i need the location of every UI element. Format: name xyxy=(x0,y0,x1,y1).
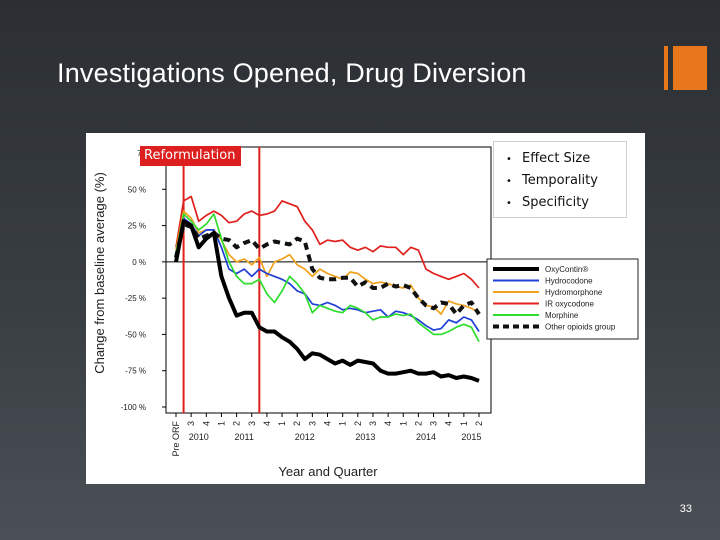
y-axis-label: Change from baseline average (%) xyxy=(92,172,107,374)
criteria-item: • Temporality xyxy=(506,173,598,188)
x-tick-label: 3 xyxy=(307,421,317,426)
y-tick-label: 25 % xyxy=(128,222,146,231)
year-label: 2010 xyxy=(189,432,209,442)
x-tick-label: 4 xyxy=(444,421,454,426)
x-tick-label: 4 xyxy=(262,421,272,426)
criteria-list: • Effect Size • Temporality • Specificity xyxy=(494,142,626,214)
criteria-text: Effect Size xyxy=(522,151,591,166)
x-tick-label: 3 xyxy=(247,421,257,426)
y-tick-label: 0 % xyxy=(132,258,146,267)
x-tick-label: 2 xyxy=(292,421,302,426)
x-tick-label: 1 xyxy=(398,421,408,426)
y-tick-label: -100 % xyxy=(121,403,146,412)
criteria-item: • Effect Size xyxy=(506,151,591,166)
series-line-morphine xyxy=(175,213,480,343)
year-label: 2015 xyxy=(461,432,481,442)
x-tick-label: 2 xyxy=(474,421,484,426)
series-line-oxycontin xyxy=(174,219,480,383)
plot-frame xyxy=(165,146,492,414)
line-chart: 7550 %25 %0 %-25 %-50 %-75 %-100 %Pre OR… xyxy=(92,146,639,479)
y-tick-label: -25 % xyxy=(125,294,146,303)
x-tick-label: 1 xyxy=(459,421,469,426)
y-tick-label: -50 % xyxy=(125,330,146,339)
accent-bar-thin xyxy=(664,46,668,90)
x-tick-label: 4 xyxy=(383,421,393,426)
y-tick-label: -75 % xyxy=(125,367,146,376)
year-label: 2013 xyxy=(355,432,375,442)
x-tick-label: 2 xyxy=(232,421,242,426)
x-tick-label: Pre ORF xyxy=(171,421,181,457)
legend-box xyxy=(486,258,639,340)
year-label: 2014 xyxy=(416,432,436,442)
series-line-hydrocodone xyxy=(175,217,480,332)
x-tick-label: 3 xyxy=(368,421,378,426)
x-tick-label: 1 xyxy=(338,421,348,426)
legend-label: Hydromorphone xyxy=(545,288,603,297)
x-tick-label: 1 xyxy=(277,421,287,426)
x-tick-label: 2 xyxy=(413,421,423,426)
year-label: 2011 xyxy=(234,432,253,442)
y-tick-label: 50 % xyxy=(128,185,146,194)
criteria-text: Specificity xyxy=(522,195,589,210)
x-tick-label: 4 xyxy=(323,421,333,426)
x-tick-label: 4 xyxy=(201,421,211,426)
series-line-hydromorphone xyxy=(175,210,480,315)
slide-title: Investigations Opened, Drug Diversion xyxy=(57,58,527,88)
criteria-box: • Effect Size • Temporality • Specificity xyxy=(493,141,627,218)
accent-bar-thick xyxy=(673,46,707,90)
slide-number: 33 xyxy=(679,503,692,515)
x-tick-label: 3 xyxy=(429,421,439,426)
series-line-ir-oxycodone xyxy=(175,195,480,289)
legend-label: IR oxycodone xyxy=(545,300,594,309)
legend-label: Hydrocodone xyxy=(545,277,593,286)
x-axis-label: Year and Quarter xyxy=(278,464,378,479)
reformulation-label: Reformulation xyxy=(140,146,242,166)
x-tick-label: 1 xyxy=(216,421,226,426)
year-label: 2012 xyxy=(295,432,315,442)
legend-label: Morphine xyxy=(545,311,579,320)
series-line-other-opioids-group xyxy=(174,222,481,317)
legend-label: Other opioids group xyxy=(545,323,616,332)
criteria-text: Temporality xyxy=(522,173,598,188)
legend-label: OxyContin® xyxy=(545,265,588,274)
x-tick-label: 3 xyxy=(186,421,196,426)
x-tick-label: 2 xyxy=(353,421,363,426)
chart-figure: 7550 %25 %0 %-25 %-50 %-75 %-100 %Pre OR… xyxy=(86,133,645,484)
criteria-item: • Specificity xyxy=(506,195,589,210)
